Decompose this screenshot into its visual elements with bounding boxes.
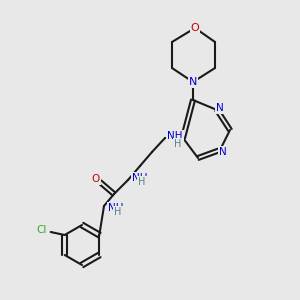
Text: N: N: [189, 77, 197, 87]
Text: H: H: [114, 207, 122, 217]
Text: NH: NH: [132, 173, 148, 183]
Text: NH: NH: [108, 203, 124, 213]
Text: N: N: [216, 103, 224, 113]
Text: O: O: [190, 23, 200, 33]
Text: H: H: [174, 139, 182, 149]
Text: N: N: [219, 147, 227, 157]
Text: H: H: [138, 177, 146, 187]
Text: O: O: [92, 174, 100, 184]
Text: NH: NH: [167, 131, 182, 141]
Text: Cl: Cl: [36, 225, 47, 235]
